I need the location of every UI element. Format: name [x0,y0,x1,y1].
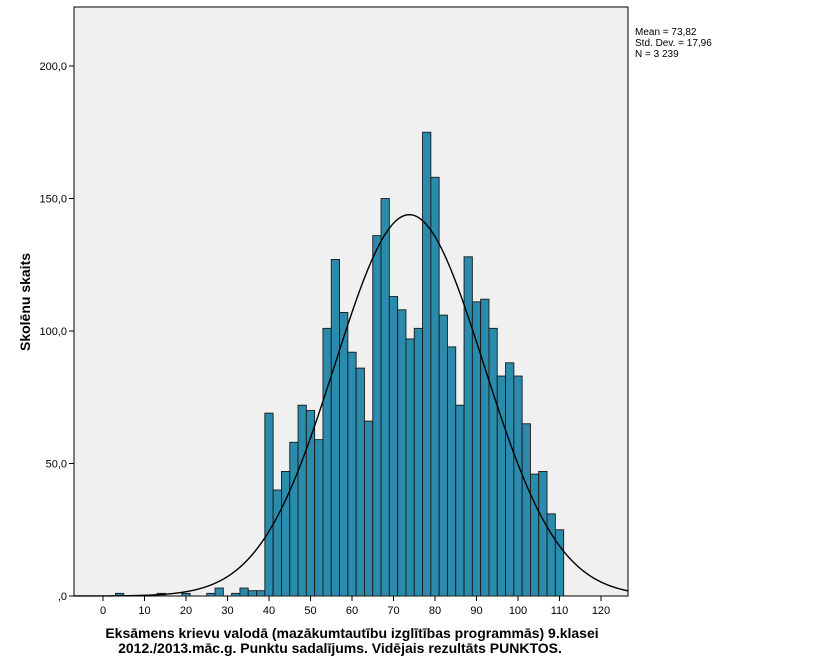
histogram-bar [405,338,415,597]
histogram-bar [364,420,374,597]
histogram-bar [214,587,224,597]
histogram-bar [480,298,490,597]
histogram-bar [231,592,241,597]
x-tick-label: 0 [100,605,106,617]
x-axis-title-line1: Eksāmens krievu valodā (mazākumtautību i… [105,625,598,641]
x-tick-label: 80 [429,605,441,617]
stat-sd: Std. Dev. = 17,96 [635,38,712,49]
histogram-bar [546,513,556,597]
histogram-bar [264,412,274,597]
x-tick-label: 10 [138,605,150,617]
normal-curve [74,213,629,597]
x-axis-title-line2: 2012./2013.māc.g. Punktu sadalījums. Vid… [118,640,562,656]
x-tick-label: 100 [509,605,527,617]
histogram-bar [322,327,332,597]
histogram-bar [521,423,531,597]
histogram-bar [289,441,299,597]
x-tick-label: 30 [221,605,233,617]
histogram-bar [355,367,365,597]
histogram-bar [455,404,465,597]
histogram-bar [339,312,349,597]
histogram-bar [372,235,382,597]
y-tick-label: 200,0 [39,61,67,73]
histogram-bar [330,259,341,597]
histogram-bar [256,590,266,597]
y-tick-label: 150,0 [39,194,67,206]
histogram-bar [430,176,440,597]
histogram-bar [314,439,324,597]
x-tick-label: 40 [263,605,275,617]
x-tick-label: 70 [387,605,399,617]
histogram-bar [281,471,291,597]
x-tick-label: 50 [304,605,316,617]
y-tick-label: ,0 [58,591,67,603]
histogram-bar [239,587,249,597]
histogram-bar [513,375,523,597]
histogram-bar [247,590,258,597]
histogram-bar [471,301,482,597]
stats-legend: Mean = 73,82 Std. Dev. = 17,96 N = 3 239 [635,27,712,60]
histogram-bar [272,489,282,597]
x-tick-label: 90 [470,605,482,617]
y-axis-title: Skolēnu skaits [17,253,33,351]
histogram-bar [438,314,448,597]
x-tick-label: 20 [180,605,192,617]
histogram-bar [554,529,565,597]
y-tick-label: 50,0 [46,459,67,471]
x-tick-label: 120 [592,605,610,617]
x-tick-label: 60 [346,605,358,617]
histogram-bar [488,327,498,597]
histogram-bar [380,198,390,597]
histogram-bar [347,351,357,597]
y-tick-label: 100,0 [39,326,67,338]
histogram-bar [505,362,515,597]
histogram-bar [413,327,424,597]
histogram-bar [447,346,457,597]
histogram-bar [422,131,432,597]
histogram-bar [297,404,307,597]
histogram-bar [388,296,399,597]
histogram-bar [530,473,540,597]
histogram-bar [397,309,407,597]
stat-n: N = 3 239 [635,49,679,60]
histogram-bar [206,592,216,597]
histogram-bar [181,592,191,597]
x-tick-label: 110 [551,605,569,617]
histogram-bar [538,471,548,597]
stat-mean: Mean = 73,82 [635,27,697,38]
